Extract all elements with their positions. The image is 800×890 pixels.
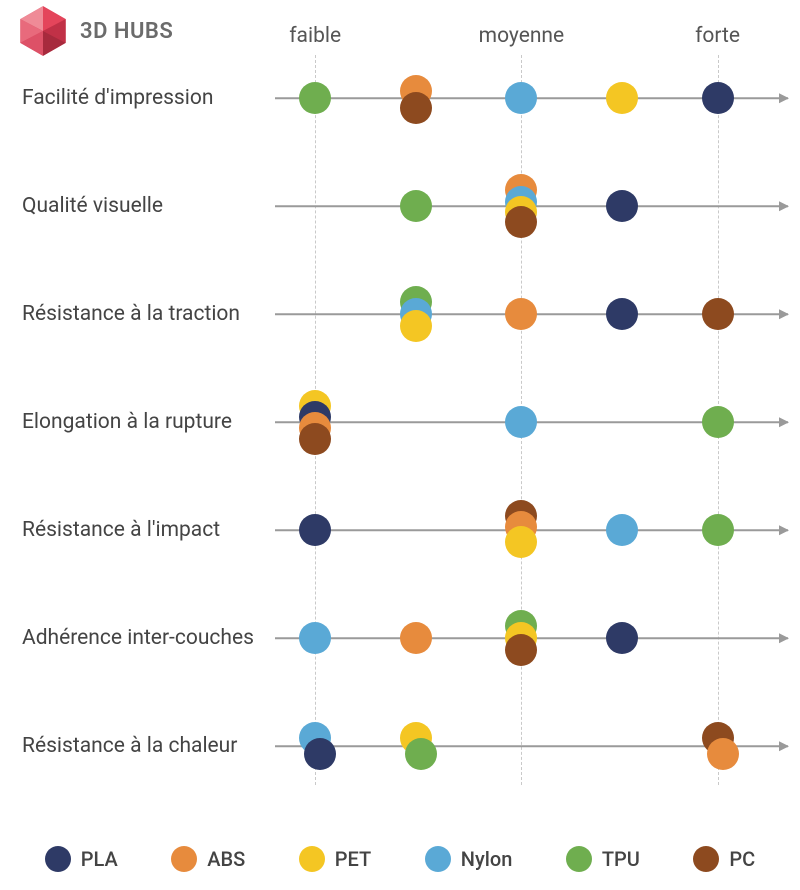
scale-label: moyenne	[479, 24, 565, 48]
legend-swatch	[299, 846, 325, 872]
data-point	[505, 406, 537, 438]
chart-row: Résistance à l'impact	[0, 510, 800, 550]
row-label: Adhérence inter-couches	[22, 626, 254, 650]
data-point	[400, 622, 432, 654]
data-point	[707, 738, 739, 770]
legend-item: PET	[299, 846, 371, 872]
data-point	[505, 526, 537, 558]
data-point	[606, 514, 638, 546]
data-point	[400, 92, 432, 124]
chart-row: Qualité visuelle	[0, 186, 800, 226]
data-point	[400, 190, 432, 222]
data-point	[702, 298, 734, 330]
legend: PLA ABS PET Nylon TPU PC	[0, 846, 800, 872]
row-label: Qualité visuelle	[22, 194, 163, 218]
material-comparison-chart: faible moyenne forte Facilité d'impression Q…	[0, 0, 800, 790]
data-point	[299, 423, 331, 455]
legend-swatch	[45, 846, 71, 872]
chart-row: Adhérence inter-couches	[0, 618, 800, 658]
legend-label: PLA	[81, 847, 118, 871]
legend-item: TPU	[566, 846, 640, 872]
data-point	[299, 514, 331, 546]
legend-item: ABS	[171, 846, 245, 872]
data-point	[606, 298, 638, 330]
row-label: Résistance à la traction	[22, 302, 240, 326]
data-point	[505, 82, 537, 114]
legend-swatch	[566, 846, 592, 872]
data-point	[606, 82, 638, 114]
data-point	[304, 738, 336, 770]
chart-row: Elongation à la rupture	[0, 402, 800, 442]
legend-label: PC	[729, 847, 755, 871]
chart-row: Résistance à la traction	[0, 294, 800, 334]
row-label: Facilité d'impression	[22, 86, 213, 110]
data-point	[702, 406, 734, 438]
legend-label: ABS	[207, 847, 245, 871]
legend-label: TPU	[602, 847, 640, 871]
legend-label: PET	[335, 847, 371, 871]
data-point	[505, 298, 537, 330]
row-label: Elongation à la rupture	[22, 410, 232, 434]
legend-swatch	[425, 846, 451, 872]
row-label: Résistance à l'impact	[22, 518, 220, 542]
legend-item: PC	[693, 846, 755, 872]
legend-swatch	[693, 846, 719, 872]
data-point	[505, 634, 537, 666]
data-point	[505, 206, 537, 238]
data-point	[299, 622, 331, 654]
chart-row: Facilité d'impression	[0, 78, 800, 118]
scale-label: faible	[289, 24, 341, 48]
data-point	[400, 310, 432, 342]
data-point	[606, 622, 638, 654]
chart-row: Résistance à la chaleur	[0, 726, 800, 766]
legend-item: PLA	[45, 846, 118, 872]
legend-label: Nylon	[461, 847, 513, 871]
legend-item: Nylon	[425, 846, 513, 872]
data-point	[702, 514, 734, 546]
row-label: Résistance à la chaleur	[22, 734, 237, 758]
data-point	[606, 190, 638, 222]
legend-swatch	[171, 846, 197, 872]
scale-label: forte	[695, 24, 740, 48]
data-point	[405, 738, 437, 770]
data-point	[299, 82, 331, 114]
data-point	[702, 82, 734, 114]
